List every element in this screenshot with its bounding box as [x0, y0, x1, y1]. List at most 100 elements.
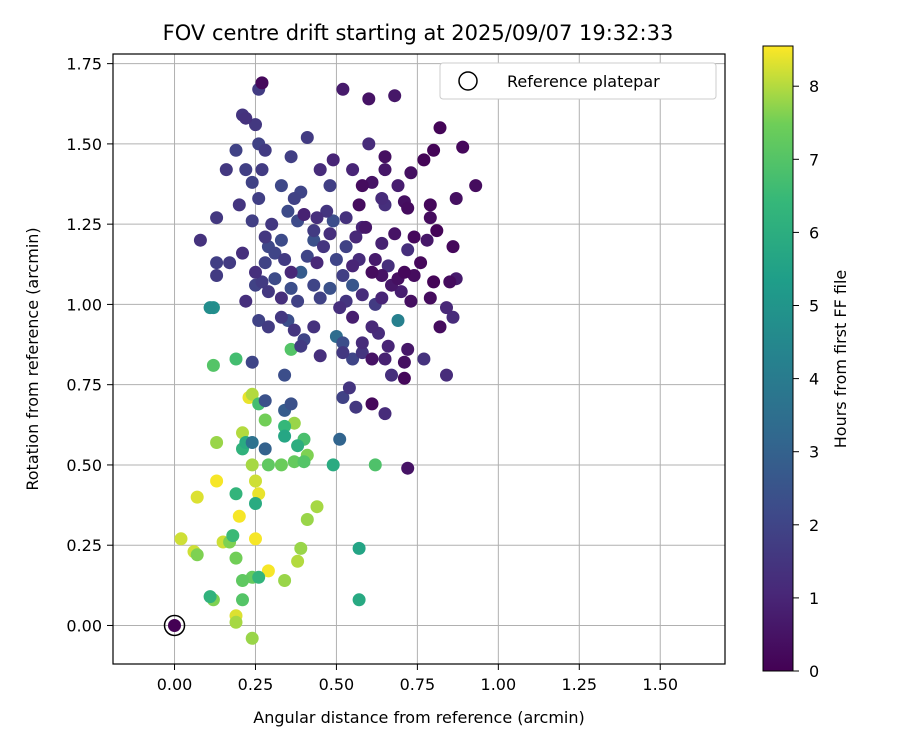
- data-point: [232, 198, 246, 212]
- data-point: [249, 118, 262, 132]
- data-point: [394, 285, 408, 299]
- data-point: [446, 310, 460, 324]
- data-point: [249, 497, 262, 510]
- plot-frame: [112, 53, 726, 665]
- data-point: [245, 631, 259, 645]
- data-point: [449, 192, 463, 205]
- data-point: [375, 192, 389, 205]
- data-point: [401, 243, 415, 257]
- colorbar-label: Hours from first FF file: [831, 270, 850, 449]
- data-point: [294, 265, 308, 279]
- data-point: [284, 397, 298, 411]
- data-point: [336, 82, 350, 96]
- data-point: [401, 461, 415, 475]
- data-point: [287, 323, 301, 337]
- data-point: [355, 179, 369, 193]
- x-tick-label: 0.00: [157, 675, 193, 694]
- data-point: [258, 230, 272, 244]
- data-point: [346, 352, 360, 366]
- data-point: [407, 230, 421, 244]
- data-point: [174, 532, 188, 546]
- x-tick-label: 0.25: [238, 675, 274, 694]
- data-point: [352, 541, 366, 555]
- data-point: [284, 150, 298, 164]
- data-point: [329, 253, 343, 266]
- data-point: [388, 89, 402, 103]
- y-tick-label: 0.25: [66, 536, 102, 555]
- colorbar-tick-label: 0: [809, 662, 819, 681]
- data-point: [414, 256, 428, 270]
- data-point: [420, 233, 434, 247]
- y-axis: 0.00 0.25 0.50 0.75 1.00 1.25 1.50 1.75: [66, 55, 113, 635]
- data-point: [274, 310, 288, 324]
- data-point: [265, 217, 279, 231]
- data-point: [417, 352, 431, 366]
- data-point: [401, 342, 415, 356]
- x-axis-label: Angular distance from reference (arcmin): [253, 708, 584, 727]
- data-point: [446, 240, 460, 254]
- x-tick-label: 1.00: [481, 675, 517, 694]
- y-axis-label: Rotation from reference (arcmin): [23, 227, 42, 490]
- data-point: [203, 590, 217, 604]
- data-point: [210, 256, 224, 270]
- data-point: [336, 336, 350, 350]
- y-tick-label: 1.75: [66, 55, 102, 74]
- x-axis: 0.00 0.25 0.50 0.75 1.00 1.25 1.50: [157, 664, 678, 694]
- data-point: [190, 490, 204, 504]
- colorbar-gradient: [762, 45, 794, 672]
- data-point: [239, 294, 253, 308]
- data-point: [326, 153, 340, 167]
- data-point: [307, 224, 321, 238]
- data-point: [365, 265, 379, 279]
- data-point: [381, 259, 395, 273]
- data-point: [375, 236, 389, 250]
- data-point: [278, 429, 292, 443]
- data-point: [378, 163, 392, 177]
- data-point: [355, 288, 369, 302]
- data-point: [378, 150, 392, 164]
- data-point: [255, 163, 269, 177]
- data-point: [203, 301, 217, 315]
- data-point: [404, 166, 418, 180]
- x-tick-label: 0.50: [319, 675, 355, 694]
- colorbar-tick-label: 8: [809, 77, 819, 96]
- data-point: [278, 253, 292, 266]
- data-point: [193, 233, 207, 247]
- data-point: [320, 204, 334, 218]
- colorbar: 0 1 2 3 4 5 6 7 8 Hours from first FF file: [762, 45, 850, 681]
- data-point: [236, 593, 249, 607]
- data-point: [284, 281, 298, 295]
- data-point: [252, 314, 266, 327]
- data-point: [430, 224, 444, 238]
- data-point: [313, 163, 327, 177]
- data-point: [284, 265, 298, 279]
- data-point: [190, 548, 204, 562]
- data-point: [229, 143, 243, 157]
- data-point: [274, 233, 288, 247]
- data-point: [381, 339, 395, 353]
- data-point: [245, 355, 259, 369]
- data-point: [317, 240, 330, 254]
- colorbar-tick-label: 6: [809, 223, 819, 242]
- data-point: [323, 179, 337, 193]
- data-point: [294, 541, 308, 555]
- data-point: [258, 256, 272, 270]
- data-point: [397, 371, 411, 385]
- data-point: [223, 256, 237, 270]
- data-point: [287, 455, 301, 469]
- data-point: [268, 272, 282, 286]
- data-point: [313, 291, 327, 305]
- data-point: [391, 314, 405, 327]
- data-point: [391, 179, 405, 193]
- data-point: [297, 208, 311, 221]
- data-point: [310, 256, 324, 270]
- data-point: [252, 570, 266, 584]
- data-point: [323, 227, 337, 241]
- data-point: [427, 143, 441, 157]
- data-point: [168, 619, 181, 632]
- data-point: [255, 76, 269, 90]
- data-point: [236, 246, 249, 260]
- colorbar-tick-label: 3: [809, 443, 819, 462]
- data-point: [375, 269, 389, 282]
